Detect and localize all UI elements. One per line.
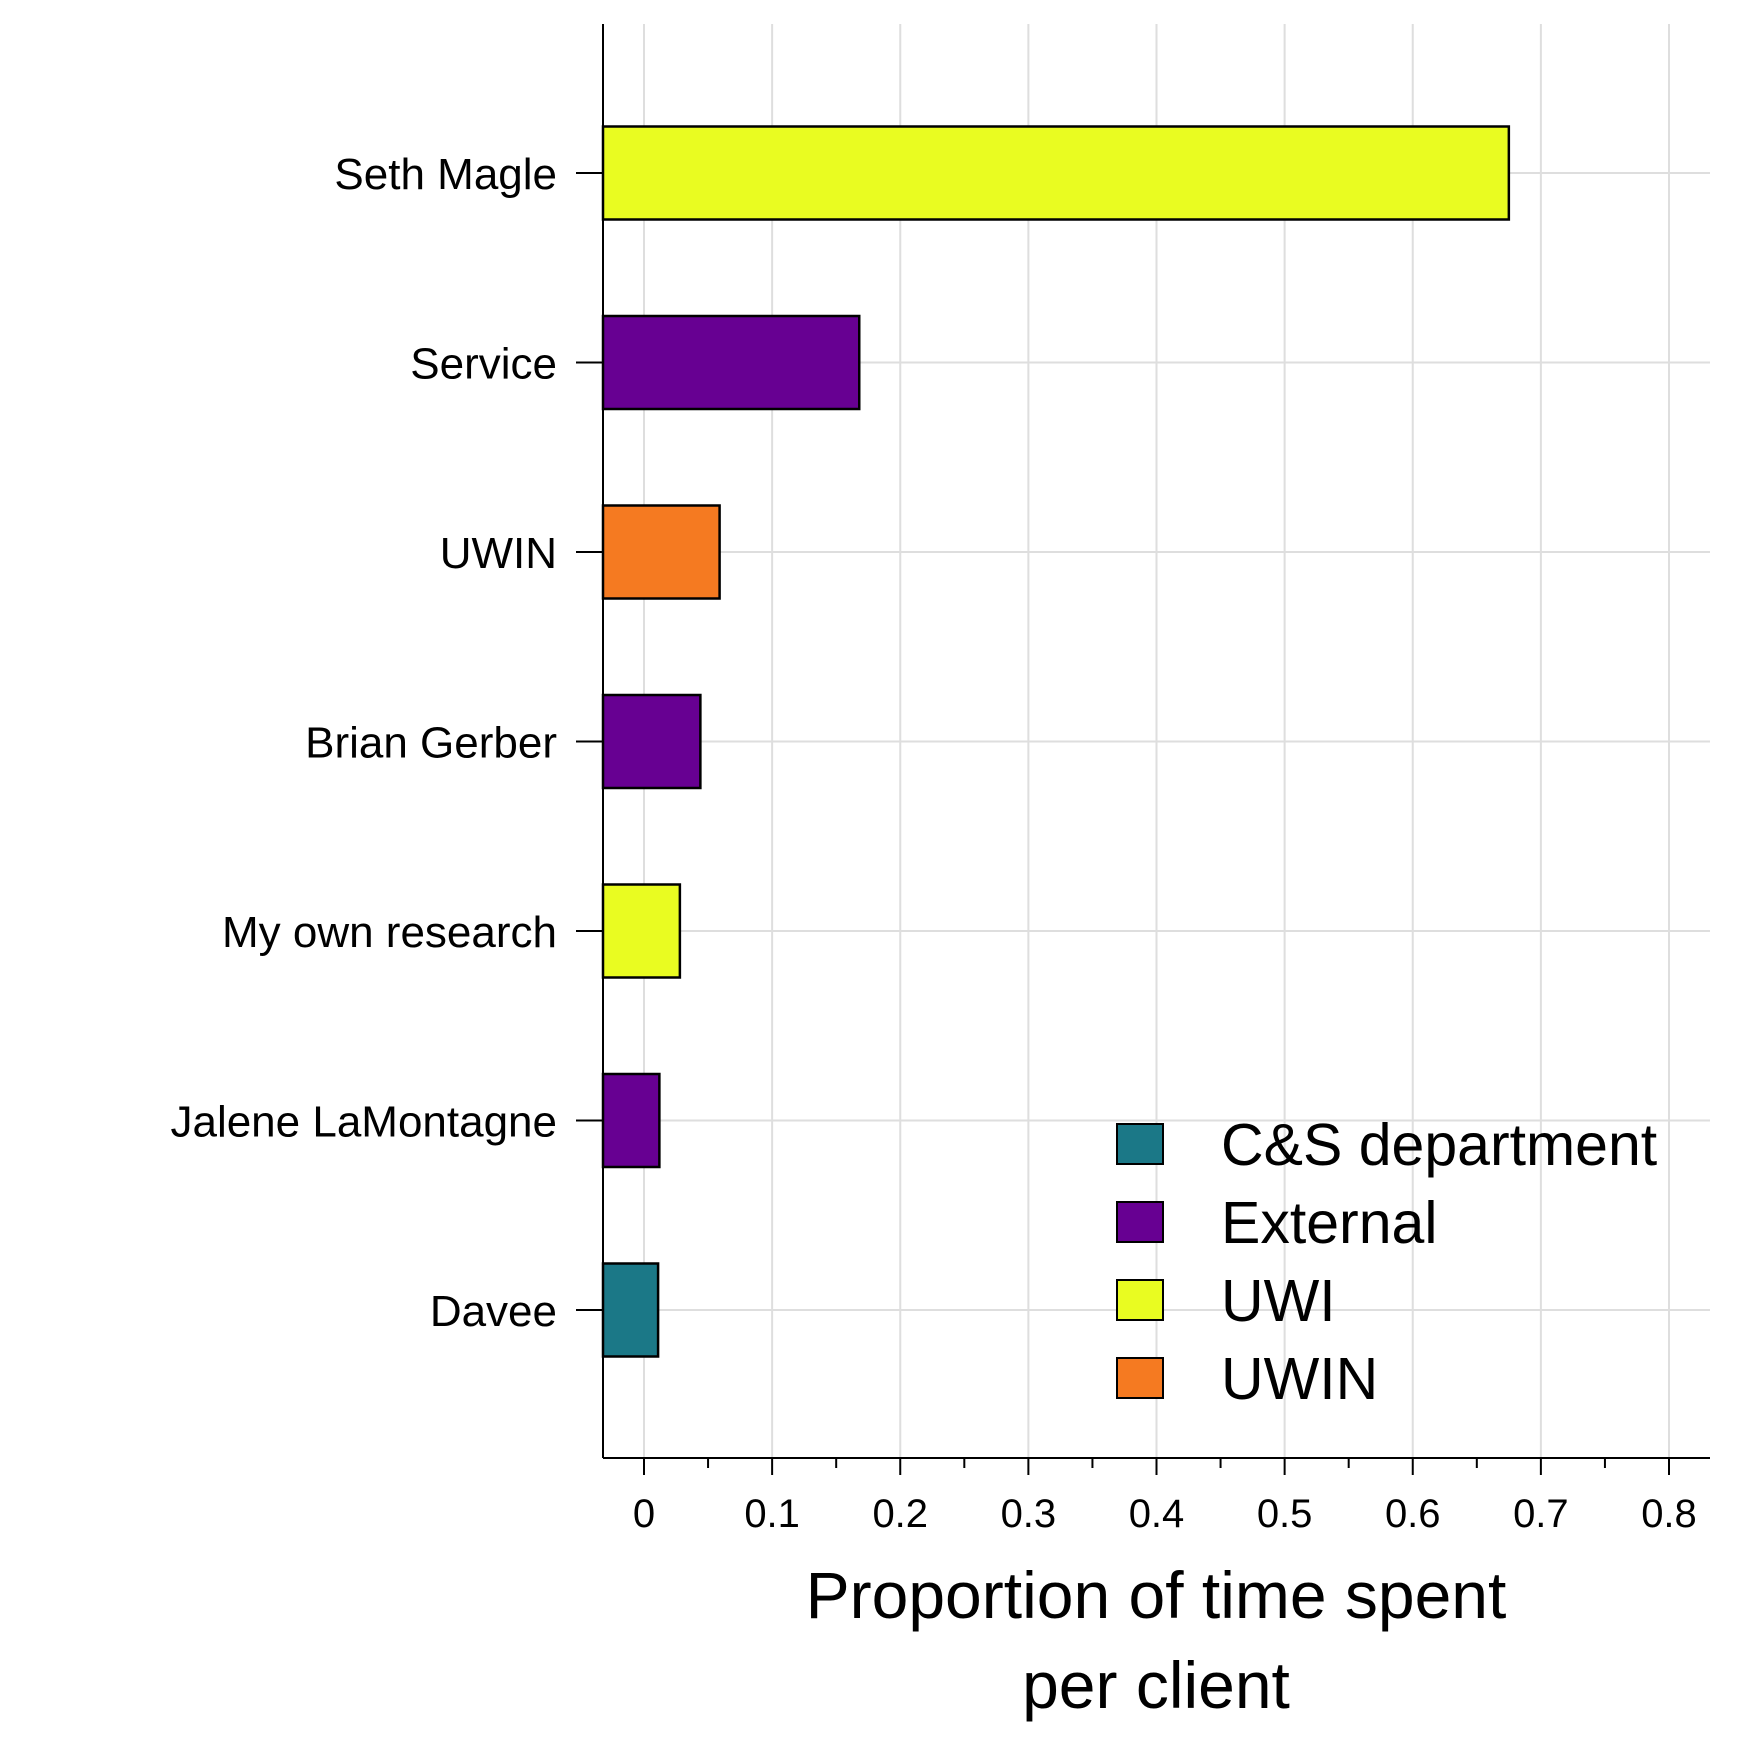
- category-label-2: UWIN: [440, 529, 557, 578]
- legend-label-1: External: [1221, 1190, 1437, 1256]
- bar-3: [601, 693, 702, 790]
- legend-swatch-2: [1116, 1279, 1164, 1321]
- legend-label-0: C&S department: [1221, 1112, 1657, 1178]
- category-label-6: Davee: [430, 1287, 557, 1336]
- x-tick-label-2: 0.2: [872, 1492, 928, 1536]
- bar-1: [601, 314, 861, 411]
- bar-5: [601, 1072, 661, 1169]
- legend-swatch-1: [1116, 1201, 1164, 1243]
- x-tick-label-7: 0.7: [1513, 1492, 1569, 1536]
- x-tick-label-1: 0.1: [744, 1492, 800, 1536]
- x-tick-label-3: 0.3: [1001, 1492, 1057, 1536]
- bar-0: [601, 125, 1511, 221]
- x-tick-label-4: 0.4: [1129, 1492, 1185, 1536]
- legend-swatch-0: [1116, 1123, 1164, 1165]
- legend-label-2: UWI: [1221, 1268, 1336, 1334]
- category-label-0: Seth Magle: [334, 150, 557, 199]
- category-labels: Seth Magle Service UWIN Brian Gerber My own …: [170, 150, 603, 1336]
- x-tick-label-8: 0.8: [1641, 1492, 1697, 1536]
- legend-swatch-3: [1116, 1357, 1164, 1399]
- category-label-4: My own research: [222, 908, 557, 957]
- x-tick-label-5: 0.5: [1257, 1492, 1313, 1536]
- x-tick-label-6: 0.6: [1385, 1492, 1441, 1536]
- x-axis-title-line-1: Proportion of time spent: [806, 1558, 1507, 1632]
- legend-label-3: UWIN: [1221, 1346, 1378, 1412]
- bar-6: [601, 1262, 660, 1358]
- x-axis-title-line-2: per client: [1022, 1648, 1290, 1722]
- x-tick-label-0: 0: [633, 1492, 655, 1536]
- bars: [601, 125, 1511, 1358]
- legend: C&S department External UWI UWIN: [1116, 1112, 1657, 1412]
- bar-2: [601, 504, 721, 600]
- x-tick-labels: 0 0.1 0.2 0.3 0.4 0.5 0.6 0.7 0.8: [633, 1458, 1697, 1536]
- bar-4: [601, 883, 682, 979]
- category-label-5: Jalene LaMontagne: [170, 1098, 557, 1147]
- category-label-1: Service: [410, 340, 557, 389]
- category-label-3: Brian Gerber: [305, 719, 557, 768]
